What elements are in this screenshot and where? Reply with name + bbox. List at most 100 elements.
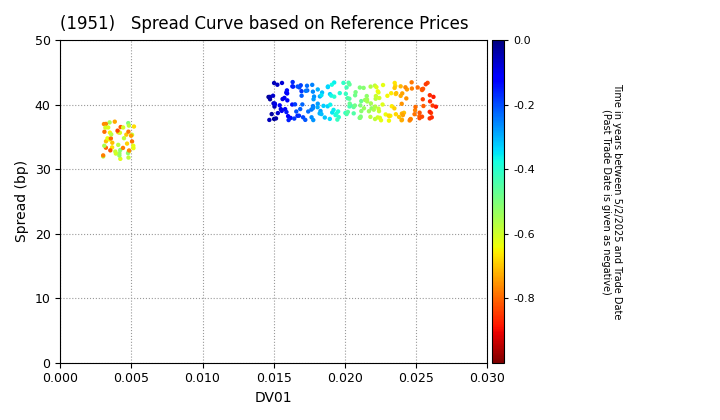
Point — [287, 101, 298, 108]
Point — [390, 83, 401, 89]
Point — [282, 97, 293, 104]
Point — [375, 117, 387, 123]
Point — [348, 110, 359, 117]
Point — [123, 122, 135, 129]
Point — [295, 82, 307, 89]
Point — [368, 106, 379, 113]
Point — [114, 129, 126, 136]
Point — [99, 142, 110, 149]
Point — [324, 116, 336, 122]
Point — [333, 114, 345, 121]
Point — [396, 117, 408, 123]
Point — [333, 108, 344, 115]
Point — [109, 148, 121, 155]
Point — [267, 92, 279, 99]
Point — [400, 95, 412, 102]
Point — [405, 116, 417, 122]
Point — [112, 127, 123, 134]
Point — [343, 95, 355, 102]
Point — [416, 86, 428, 93]
Point — [283, 117, 294, 123]
Point — [292, 83, 303, 90]
Point — [342, 108, 354, 115]
Point — [366, 105, 377, 112]
Point — [426, 114, 438, 121]
Point — [282, 90, 293, 97]
Point — [398, 110, 410, 116]
Point — [420, 81, 431, 88]
Point — [306, 114, 318, 121]
Point — [120, 131, 132, 138]
Point — [319, 114, 330, 121]
Point — [325, 92, 337, 99]
Point — [275, 106, 287, 113]
Point — [424, 115, 436, 122]
Point — [272, 110, 284, 116]
Point — [105, 131, 117, 138]
Point — [343, 81, 355, 88]
Point — [314, 110, 325, 117]
Point — [279, 94, 290, 101]
Point — [374, 115, 386, 121]
Point — [324, 91, 336, 97]
Point — [117, 144, 129, 151]
Point — [264, 96, 276, 102]
Point — [389, 79, 400, 86]
Point — [395, 92, 406, 99]
Point — [384, 113, 395, 119]
Point — [424, 98, 436, 105]
Point — [307, 103, 319, 110]
Point — [307, 105, 319, 112]
Point — [114, 150, 125, 157]
Point — [396, 100, 408, 107]
Point — [104, 129, 116, 136]
Point — [390, 91, 402, 97]
Point — [300, 116, 311, 123]
Point — [326, 109, 338, 116]
Point — [350, 89, 361, 96]
Point — [274, 102, 285, 109]
Point — [287, 83, 299, 90]
Point — [112, 142, 124, 148]
Point — [307, 96, 319, 102]
Point — [369, 82, 381, 89]
Point — [289, 115, 300, 122]
Point — [325, 101, 336, 108]
Point — [109, 118, 120, 125]
Point — [123, 147, 135, 154]
Point — [389, 105, 400, 112]
Point — [114, 155, 126, 162]
Point — [315, 111, 327, 118]
Point — [287, 83, 298, 90]
Point — [264, 117, 275, 123]
Point — [397, 112, 409, 118]
Point — [122, 120, 134, 126]
Y-axis label: Time in years between 5/2/2025 and Trade Date
(Past Trade Date is given as negat: Time in years between 5/2/2025 and Trade… — [601, 83, 623, 320]
Point — [294, 84, 305, 91]
Point — [424, 108, 436, 115]
Point — [410, 104, 421, 110]
Point — [114, 147, 126, 153]
Point — [300, 87, 312, 94]
Point — [328, 79, 340, 86]
Point — [373, 105, 384, 112]
Point — [395, 83, 406, 90]
Point — [370, 93, 382, 100]
Point — [349, 102, 361, 109]
Point — [426, 110, 437, 116]
Point — [343, 103, 355, 110]
Point — [326, 81, 338, 88]
Point — [374, 94, 385, 101]
Point — [107, 139, 118, 146]
Point — [340, 90, 351, 97]
Point — [372, 88, 384, 94]
Point — [416, 113, 428, 120]
Point — [269, 101, 281, 108]
Point — [292, 113, 303, 119]
Point — [358, 84, 369, 91]
Point — [100, 138, 112, 144]
Point — [371, 84, 382, 90]
Point — [301, 82, 312, 89]
Point — [128, 123, 140, 130]
Point — [383, 117, 395, 124]
